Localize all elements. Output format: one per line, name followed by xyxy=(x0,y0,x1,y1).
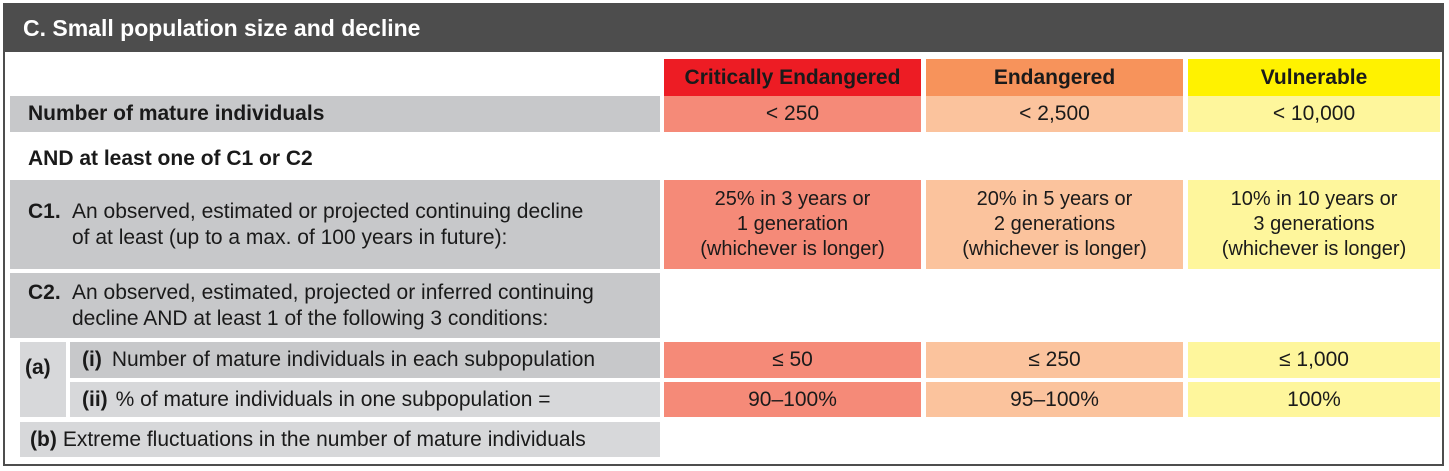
table-title: C. Small population size and decline xyxy=(5,5,1442,52)
c1-en-value: 20% in 5 years or 2 generations (whichev… xyxy=(926,180,1183,269)
and-condition-text: AND at least one of C1 or C2 xyxy=(28,147,313,170)
mature-en-value: < 2,500 xyxy=(926,96,1183,132)
c1-cr-value: 25% in 3 years or 1 generation (whicheve… xyxy=(664,180,921,269)
condition-a-ii-key: (ii) xyxy=(82,387,108,411)
header-vulnerable: Vulnerable xyxy=(1188,59,1440,96)
condition-b-key: (b) xyxy=(30,427,57,451)
a-i-vu-value: ≤ 1,000 xyxy=(1188,342,1440,378)
c1-en-line1: 20% in 5 years or xyxy=(976,188,1133,210)
mature-cr-value: < 250 xyxy=(664,96,921,132)
a-ii-cr-value: 90–100% xyxy=(664,382,921,417)
c1-en-line2: 2 generations xyxy=(993,213,1116,235)
c1-line1: An observed, estimated or projected cont… xyxy=(72,200,584,223)
criteria-table: C. Small population size and decline Cri… xyxy=(3,3,1444,466)
header-endangered: Endangered xyxy=(926,59,1183,96)
c2-line2: decline AND at least 1 of the following … xyxy=(72,307,549,330)
condition-a-i-label: (i) Number of mature individuals in each… xyxy=(70,342,660,378)
c1-vu-value: 10% in 10 years or 3 generations (whiche… xyxy=(1188,180,1440,269)
c1-key: C1. xyxy=(28,200,61,223)
c1-cr-line1: 25% in 3 years or xyxy=(714,188,871,210)
condition-a-i-key: (i) xyxy=(82,348,102,371)
condition-a-i-text: Number of mature individuals in each sub… xyxy=(111,348,596,371)
c1-en-line3: (whichever is longer) xyxy=(962,238,1147,260)
a-ii-vu-value: 100% xyxy=(1188,382,1440,417)
condition-a-key: (a) xyxy=(20,342,66,417)
c2-key: C2. xyxy=(28,281,61,304)
condition-a-ii-label: (ii) % of mature individuals in one subp… xyxy=(70,382,660,417)
c1-vu-line3: (whichever is longer) xyxy=(1221,238,1407,260)
mature-vu-value: < 10,000 xyxy=(1188,96,1440,132)
condition-b-text: Extreme fluctuations in the number of ma… xyxy=(62,427,586,451)
c1-cr-line3: (whichever is longer) xyxy=(700,238,885,260)
condition-b-label: (b) Extreme fluctuations in the number o… xyxy=(20,422,660,457)
condition-a-ii-text: % of mature individuals in one subpopula… xyxy=(115,387,551,411)
c2-criterion: C2. An observed, estimated, projected or… xyxy=(10,273,660,338)
c1-cr-line2: 1 generation xyxy=(736,213,849,235)
a-i-cr-value: ≤ 50 xyxy=(664,342,921,378)
c1-vu-line2: 3 generations xyxy=(1253,213,1375,235)
mature-individuals-label: Number of mature individuals xyxy=(10,96,660,132)
a-ii-en-value: 95–100% xyxy=(926,382,1183,417)
c1-vu-line1: 10% in 10 years or xyxy=(1230,188,1398,210)
c2-line1: An observed, estimated, projected or inf… xyxy=(72,281,594,304)
header-critically-endangered: Critically Endangered xyxy=(664,59,921,96)
c1-line2: of at least (up to a max. of 100 years i… xyxy=(72,226,508,249)
a-i-en-value: ≤ 250 xyxy=(926,342,1183,378)
c1-criterion: C1. An observed, estimated or projected … xyxy=(10,180,660,269)
